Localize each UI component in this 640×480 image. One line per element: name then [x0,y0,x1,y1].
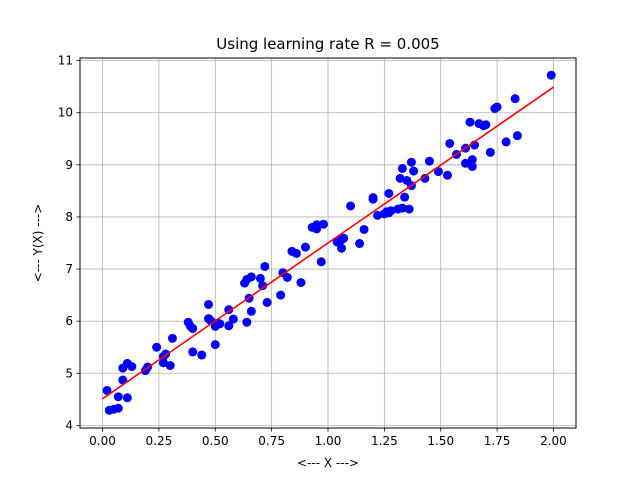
y-tick-label: 8 [65,210,73,224]
data-point [406,157,416,167]
data-point [512,131,522,141]
x-tick-label: 1.00 [315,434,342,448]
y-tick-label: 9 [65,158,73,172]
scatter-points [102,70,556,415]
data-point [188,323,198,333]
x-tick-label: 0.50 [202,434,229,448]
fit-line [102,86,554,400]
data-point [485,147,495,157]
data-point [546,70,556,80]
data-point [165,360,175,370]
x-tick-label: 1.75 [484,434,511,448]
data-point [300,242,310,252]
data-point [204,299,214,309]
data-point [481,120,491,130]
data-point [316,257,326,267]
data-point [409,166,419,176]
data-point [215,319,225,329]
data-point [433,167,443,177]
data-point [384,188,394,198]
data-point [210,340,220,350]
data-point [242,317,252,327]
data-point [492,102,502,112]
x-tick-label: 1.25 [371,434,398,448]
fit-line-layer [102,86,554,400]
data-point [373,210,383,220]
data-point [113,403,123,413]
data-point [501,137,511,147]
data-point [152,342,162,352]
x-tick-label: 2.00 [540,434,567,448]
data-point [296,278,306,288]
x-tick-label: 0.25 [146,434,173,448]
data-point [461,158,471,168]
x-ticks: 0.00 0.25 0.50 0.75 1.00 1.25 1.50 1.75 2.00 [89,428,567,448]
data-point [197,350,207,360]
y-tick-label: 5 [65,366,73,380]
data-point [424,156,434,166]
data-point [122,393,132,403]
data-point [255,273,265,283]
chart-title: Using learning rate R = 0.005 [216,35,439,53]
data-point [339,233,349,243]
data-point [386,206,396,216]
x-axis-label: <--- X ---> [297,456,359,470]
grid [80,58,576,428]
data-point [359,224,369,234]
data-point [465,117,475,127]
data-point [445,138,455,148]
x-tick-label: 0.75 [258,434,285,448]
data-point [346,201,356,211]
data-point [224,321,234,331]
y-tick-label: 6 [65,314,73,328]
data-point [355,239,365,249]
data-point [228,314,238,324]
y-tick-label: 11 [58,54,73,68]
data-point [397,163,407,173]
data-point [188,347,198,357]
data-point [158,358,168,368]
data-point [127,362,137,372]
data-point [224,305,234,315]
data-point [420,173,430,183]
data-point [282,272,292,282]
data-point [400,192,410,202]
data-point [442,170,452,180]
data-point [262,297,272,307]
data-point [397,203,407,213]
data-point [368,193,378,203]
x-tick-label: 0.00 [89,434,116,448]
data-point [467,161,477,171]
data-point [467,155,477,165]
data-point [246,272,256,282]
data-point [318,219,328,229]
data-point [102,385,112,395]
x-tick-label: 1.50 [427,434,454,448]
data-point [276,290,286,300]
data-point [337,243,347,253]
data-point [113,392,123,402]
data-point [167,333,177,343]
y-tick-label: 7 [65,262,73,276]
data-point [312,220,322,230]
y-axis-label: <--- Y(X) ---> [31,204,45,283]
data-point [395,173,405,183]
data-point [246,306,256,316]
data-point [510,94,520,104]
y-ticks: 4 5 6 7 8 9 10 11 [58,54,80,432]
data-point [404,204,414,214]
y-tick-label: 4 [65,418,73,432]
data-point [291,248,301,258]
y-tick-label: 10 [58,106,73,120]
data-point [258,281,268,291]
data-point [260,261,270,271]
